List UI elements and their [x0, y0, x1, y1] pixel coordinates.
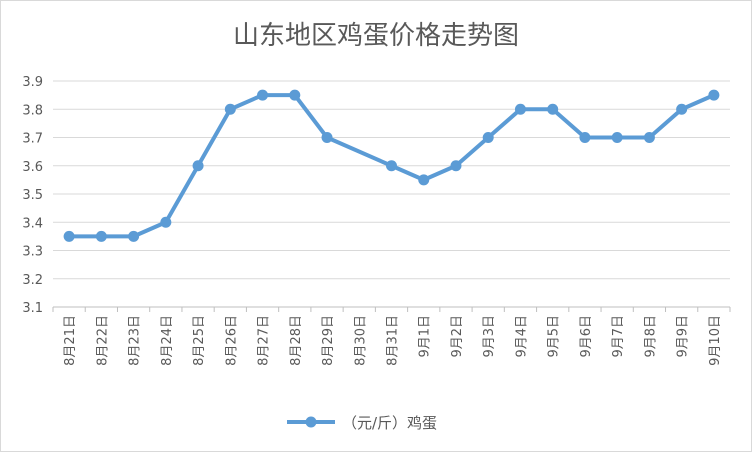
- series-group: [63, 89, 720, 242]
- x-tick-label: 9月6日: [579, 315, 594, 358]
- data-point: [160, 216, 172, 228]
- y-tick-label: 3.9: [22, 75, 43, 90]
- data-point: [708, 89, 720, 101]
- x-tick-label: 9月1日: [418, 315, 433, 358]
- y-tick-label: 3.8: [22, 103, 43, 118]
- data-point: [192, 160, 204, 172]
- x-tick-label: 8月27日: [257, 315, 272, 366]
- grid-lines: [52, 80, 731, 312]
- data-point: [514, 103, 526, 115]
- x-tick-label: 9月8日: [643, 315, 658, 358]
- data-point: [128, 230, 140, 242]
- x-tick-label: 9月3日: [482, 315, 497, 358]
- data-point: [482, 132, 494, 143]
- data-point: [95, 230, 107, 242]
- legend[interactable]: （元/斤）鸡蛋: [287, 414, 437, 432]
- x-tick-label: 9月5日: [547, 315, 562, 358]
- x-tick-label: 8月29日: [321, 315, 336, 366]
- data-point: [643, 132, 655, 143]
- data-point: [224, 103, 236, 115]
- x-tick-label: 8月22日: [95, 315, 110, 366]
- x-tick-label: 9月4日: [514, 315, 529, 358]
- y-axis-ticks: 3.1 3.2 3.3 3.4 3.5 3.6 3.7 3.8 3.9: [22, 75, 43, 316]
- data-point: [289, 89, 301, 101]
- y-tick-label: 3.5: [22, 188, 43, 203]
- data-point: [386, 160, 397, 172]
- data-point: [611, 132, 623, 143]
- y-tick-label: 3.1: [22, 301, 43, 316]
- legend-label: （元/斤）鸡蛋: [342, 414, 437, 432]
- x-tick-label: 8月30日: [353, 315, 368, 366]
- x-axis-ticks: 8月21日 8月22日 8月23日 8月24日 8月25日 8月26日 8月27日 8月28日…: [63, 315, 723, 366]
- data-point: [547, 103, 559, 115]
- data-point: [450, 160, 462, 172]
- y-tick-label: 3.7: [22, 132, 43, 147]
- x-tick-label: 8月31日: [386, 315, 401, 366]
- legend-marker: [305, 416, 317, 428]
- y-tick-label: 3.2: [22, 273, 43, 288]
- data-point: [321, 132, 333, 143]
- data-point: [579, 132, 591, 143]
- data-point: [257, 89, 269, 101]
- data-point: [676, 103, 688, 115]
- y-tick-label: 3.4: [22, 216, 43, 231]
- x-tick-label: 8月25日: [192, 315, 207, 366]
- x-tick-label: 8月28日: [289, 315, 304, 366]
- y-tick-label: 3.3: [22, 245, 43, 260]
- x-tick-label: 8月26日: [224, 315, 239, 366]
- chart-title: 山东地区鸡蛋价格走势图: [233, 21, 519, 51]
- data-point: [63, 230, 75, 242]
- x-tick-label: 9月10日: [708, 315, 723, 366]
- y-tick-label: 3.6: [22, 160, 43, 175]
- x-tick-label: 8月24日: [160, 315, 175, 366]
- x-tick-label: 9月7日: [611, 315, 626, 358]
- x-tick-label: 8月23日: [128, 315, 143, 366]
- x-tick-label: 9月2日: [450, 315, 465, 358]
- x-tick-label: 8月21日: [63, 315, 78, 366]
- x-tick-label: 9月9日: [676, 315, 691, 358]
- data-point: [418, 174, 430, 186]
